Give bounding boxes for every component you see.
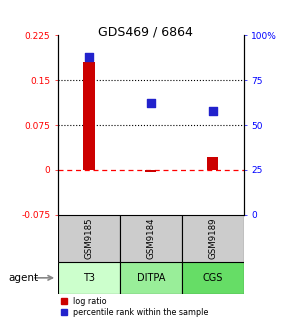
Text: GSM9189: GSM9189 [208, 217, 217, 259]
Text: DITPA: DITPA [137, 273, 165, 283]
Legend: log ratio, percentile rank within the sample: log ratio, percentile rank within the sa… [58, 294, 212, 320]
Point [87, 54, 91, 59]
Point [148, 101, 153, 106]
Point [210, 108, 215, 113]
Bar [120, 262, 182, 294]
Bar [182, 215, 244, 262]
Text: agent: agent [9, 273, 39, 283]
Bar [145, 170, 156, 172]
Bar [58, 215, 120, 262]
Bar [83, 62, 95, 170]
Text: GSM9185: GSM9185 [84, 217, 93, 259]
Bar [182, 262, 244, 294]
Text: GSM9184: GSM9184 [146, 217, 155, 259]
Bar [58, 262, 120, 294]
Bar [207, 157, 218, 170]
Text: CGS: CGS [202, 273, 223, 283]
Text: T3: T3 [83, 273, 95, 283]
Text: GDS469 / 6864: GDS469 / 6864 [97, 25, 193, 38]
Bar [120, 215, 182, 262]
